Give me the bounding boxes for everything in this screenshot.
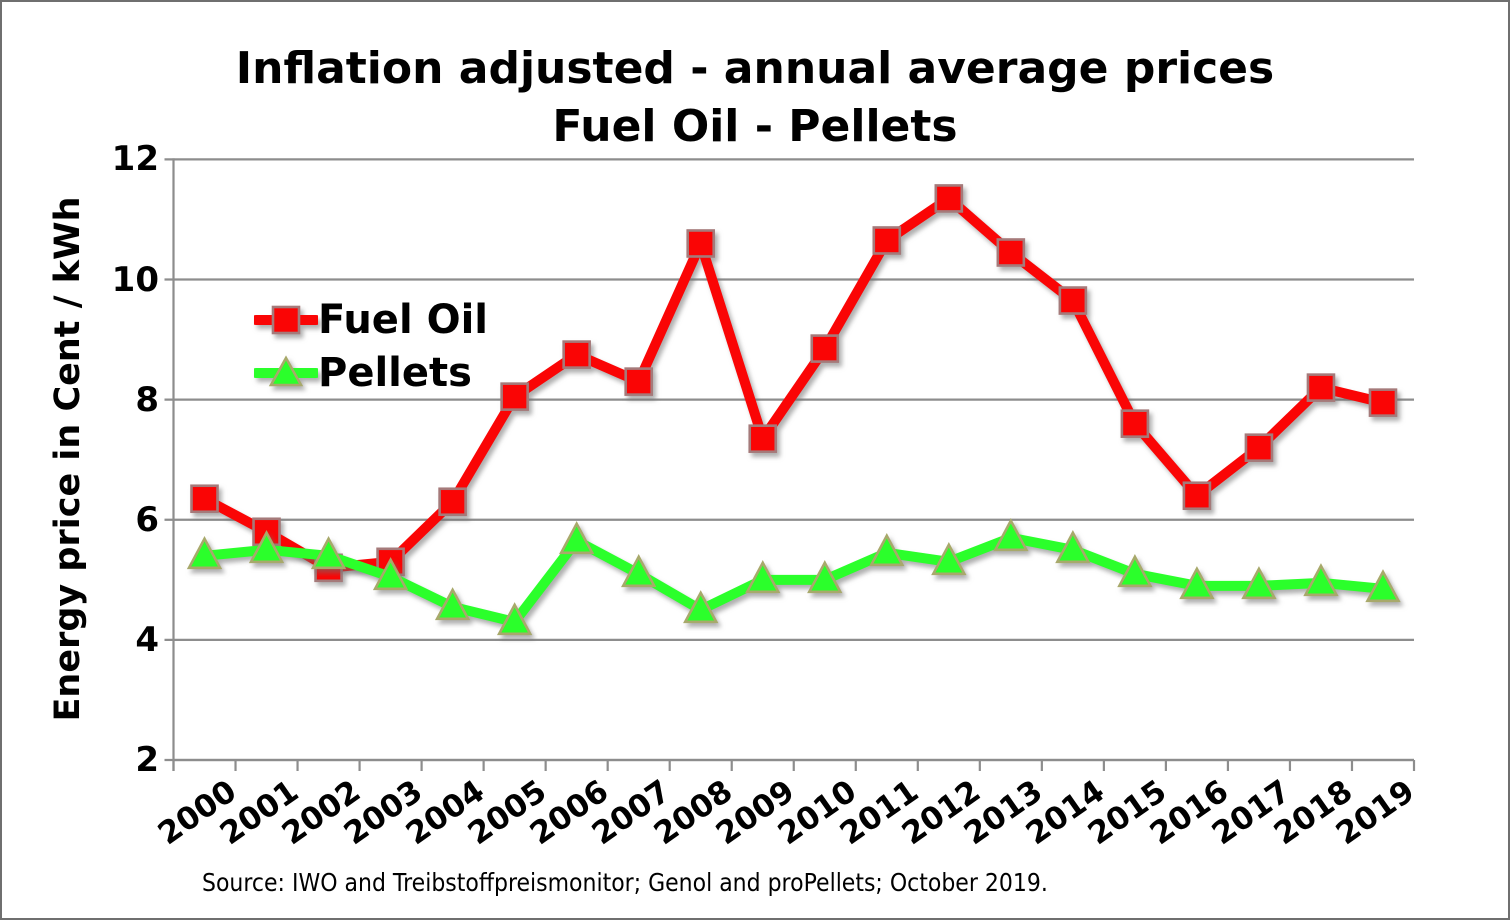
gridlines <box>164 158 1414 762</box>
pellets-data-point-2006 <box>558 521 595 555</box>
legend-label-fuel-oil: Fuel Oil <box>318 296 488 343</box>
fuel-oil-data-point-2000 <box>190 484 219 514</box>
pellets-data-point-2019 <box>1365 569 1401 603</box>
y-tick-label-4: 4 <box>135 619 159 660</box>
fuel-oil-data-point-2018 <box>1306 373 1336 402</box>
pellets-data-point-2008 <box>683 590 719 624</box>
fuel-oil-series-icon <box>254 305 318 334</box>
pellets-data-point-2012 <box>931 542 967 576</box>
pellets-data-point-2007 <box>621 554 657 588</box>
fuel-oil-data-point-2019 <box>1368 388 1398 417</box>
y-tick-label-10: 10 <box>111 259 159 300</box>
pellets-data-point-2011 <box>869 533 905 567</box>
legend: Fuel Oil Pellets <box>254 293 488 399</box>
fuel-oil-data-point-2012 <box>934 184 964 213</box>
chart-title-line1: Inflation adjusted - annual average pric… <box>235 43 1275 94</box>
series-pellets <box>186 518 1401 636</box>
y-tick-label-6: 6 <box>135 499 159 540</box>
fuel-oil-data-point-2015 <box>1120 409 1150 438</box>
series-fuel-oil <box>190 184 1398 583</box>
pellets-data-point-2018 <box>1303 563 1339 597</box>
pellets-data-point-2000 <box>186 536 223 570</box>
fuel-oil-data-point-2016 <box>1182 481 1212 511</box>
axis-lines <box>172 158 1416 771</box>
pellets-data-point-2004 <box>434 587 471 621</box>
legend-item-fuel-oil: Fuel Oil <box>254 293 488 346</box>
fuel-oil-data-point-2010 <box>810 334 840 363</box>
pellets-data-point-2013 <box>993 518 1029 552</box>
pellets-data-point-2002 <box>310 536 347 570</box>
fuel-oil-data-point-2008 <box>686 229 716 258</box>
fuel-oil-data-point-2017 <box>1244 433 1274 462</box>
chart-title-line2: Fuel Oil - Pellets <box>552 101 958 152</box>
pellets-series-icon <box>254 354 318 386</box>
fuel-oil-data-point-2005 <box>500 382 529 411</box>
pellets-data-point-2003 <box>372 557 409 591</box>
pellets-data-point-2014 <box>1055 530 1091 564</box>
fuel-oil-data-point-2004 <box>438 487 467 517</box>
pellets-data-point-2005 <box>496 602 533 636</box>
y-tick-label-8: 8 <box>135 379 159 420</box>
fuel-oil-data-point-2006 <box>562 340 591 369</box>
pellets-data-point-2016 <box>1179 566 1215 600</box>
fuel-oil-data-point-2014 <box>1058 286 1088 315</box>
fuel-oil-data-point-2007 <box>624 367 653 396</box>
fuel-oil-data-point-2011 <box>872 226 902 255</box>
fuel-oil-data-point-2013 <box>996 238 1026 267</box>
fuel-oil-data-point-2009 <box>748 424 778 453</box>
chart-title: Inflation adjusted - annual average pric… <box>2 40 1508 156</box>
pellets-data-point-2015 <box>1117 554 1153 588</box>
pellets-data-point-2017 <box>1241 566 1277 600</box>
pellets-data-point-2001 <box>248 530 285 564</box>
y-tick-label-2: 2 <box>135 740 159 780</box>
pellets-data-point-2009 <box>745 560 781 594</box>
y-tick-label-12: 12 <box>111 139 159 180</box>
source-text: Source: IWO and Treibstoffpreismonitor; … <box>202 868 1048 897</box>
pellets-data-point-2010 <box>807 560 843 594</box>
legend-label-pellets: Pellets <box>318 349 472 396</box>
legend-item-pellets: Pellets <box>254 346 488 399</box>
